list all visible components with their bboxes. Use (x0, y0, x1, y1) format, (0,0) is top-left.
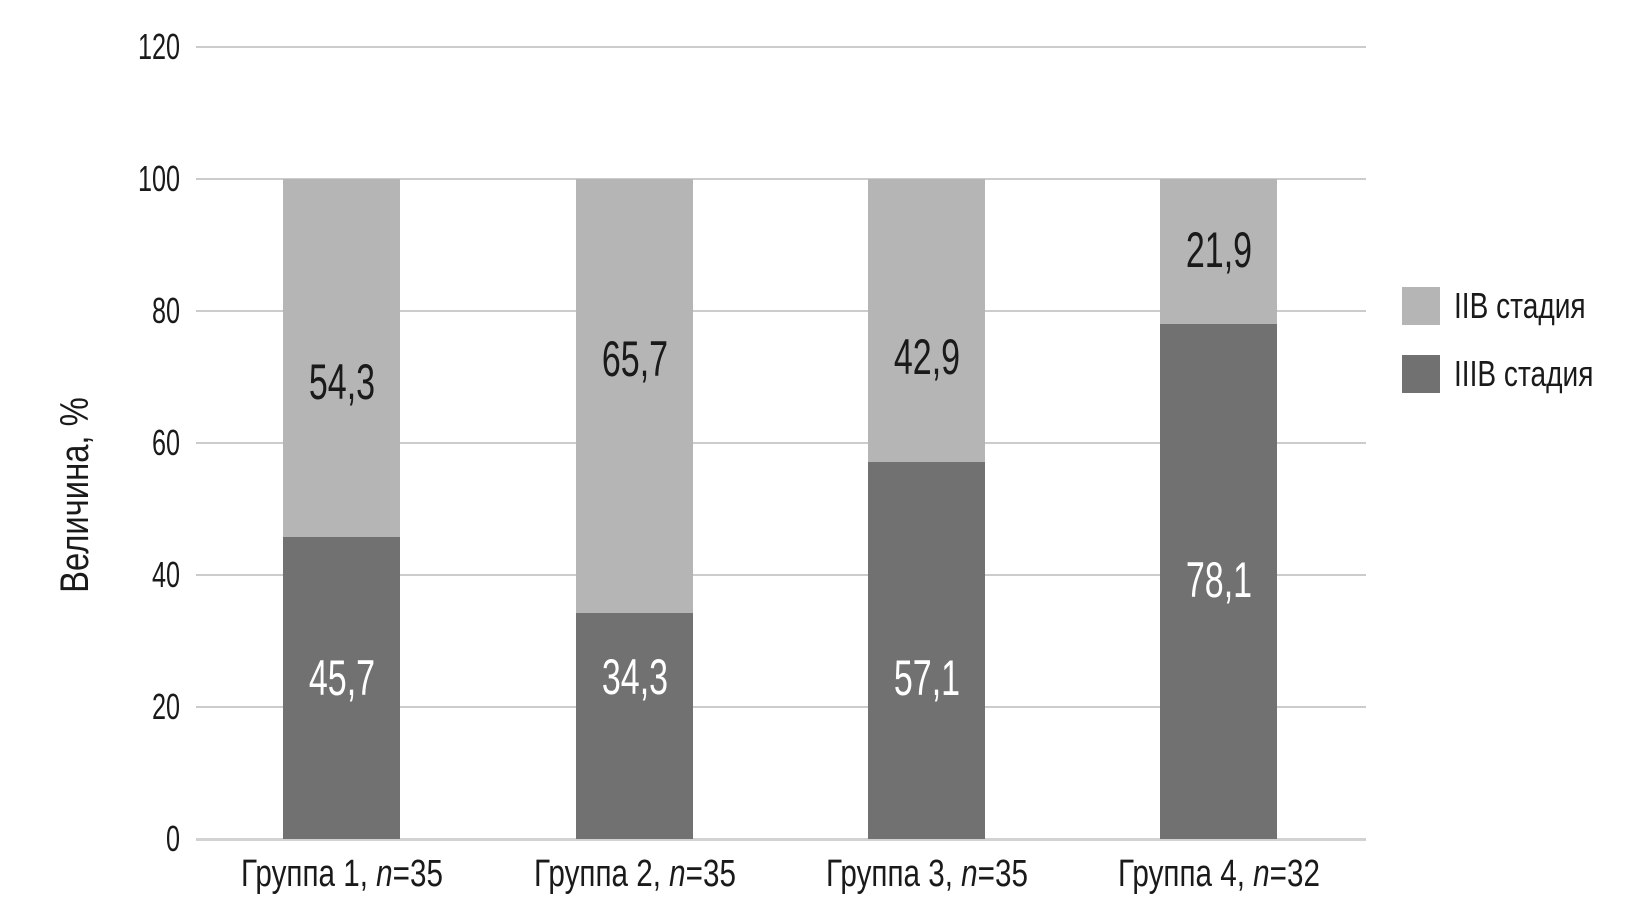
bar-segment-group4-iiib (1160, 323, 1277, 839)
bar-segment-group3-iiib (868, 462, 985, 839)
x-category-label-group2: Группа 2, n=35 (518, 852, 752, 896)
x-category-n-value: =35 (392, 853, 443, 895)
x-category-n-symbol: n (668, 853, 686, 895)
x-category-n-symbol: n (375, 853, 393, 895)
bar-value-label: 57,1 (893, 650, 960, 706)
bar-value-label: 21,9 (1185, 222, 1252, 278)
bar-value-label: 42,9 (893, 329, 960, 385)
bar-value-label: 34,3 (601, 649, 668, 705)
x-category-n-value: =32 (1269, 853, 1320, 895)
bar-value-label: 65,7 (601, 331, 668, 387)
y-axis-title: Величина, % (53, 397, 97, 593)
x-category-n-value: =35 (977, 853, 1028, 895)
y-tick-label: 60 (151, 422, 180, 463)
x-category-text: Группа 2, (533, 853, 669, 895)
bar-segment-group1-iiib (283, 537, 400, 839)
gridline-100 (196, 178, 1366, 180)
bar-segment-group4-iib (1160, 179, 1277, 324)
x-category-n-symbol: n (1252, 853, 1270, 895)
gridline-0-baseline (196, 838, 1366, 841)
bar-value-label: 78,1 (1185, 552, 1252, 608)
x-category-text: Группа 4, (1117, 853, 1253, 895)
y-tick-label: 120 (137, 26, 180, 67)
bar-value-label: 54,3 (308, 354, 375, 410)
y-tick-label: 40 (151, 554, 180, 595)
y-tick-label: 80 (151, 290, 180, 331)
bar-segment-group1-iib (283, 179, 400, 538)
legend-swatch-iiib (1402, 355, 1440, 393)
gridline-80 (196, 310, 1366, 312)
bar-segment-group2-iib (576, 179, 693, 613)
y-tick-label: 100 (137, 158, 180, 199)
x-category-text: Группа 3, (825, 853, 961, 895)
legend-label: IIIB стадия (1454, 353, 1594, 394)
x-category-n-value: =35 (685, 853, 736, 895)
x-category-label-group1: Группа 1, n=35 (225, 852, 459, 896)
x-category-label-group4: Группа 4, n=32 (1102, 852, 1336, 896)
x-category-label-group3: Группа 3, n=35 (810, 852, 1044, 896)
bar-value-label: 45,7 (308, 650, 375, 706)
gridline-120 (196, 46, 1366, 48)
y-tick-label: 20 (151, 686, 180, 727)
bar-segment-group2-iiib (576, 612, 693, 839)
x-category-text: Группа 1, (240, 853, 376, 895)
x-category-n-symbol: n (960, 853, 978, 895)
gridline-20 (196, 706, 1366, 708)
legend-item-iib: IIB стадия (1402, 287, 1623, 325)
legend-item-iiib: IIIB стадия (1402, 355, 1633, 393)
gridline-40 (196, 574, 1366, 576)
bar-segment-group3-iib (868, 179, 985, 463)
y-tick-label: 0 (165, 818, 180, 859)
gridline-60 (196, 442, 1366, 444)
legend-label: IIB стадия (1454, 285, 1586, 326)
legend-swatch-iib (1402, 287, 1440, 325)
